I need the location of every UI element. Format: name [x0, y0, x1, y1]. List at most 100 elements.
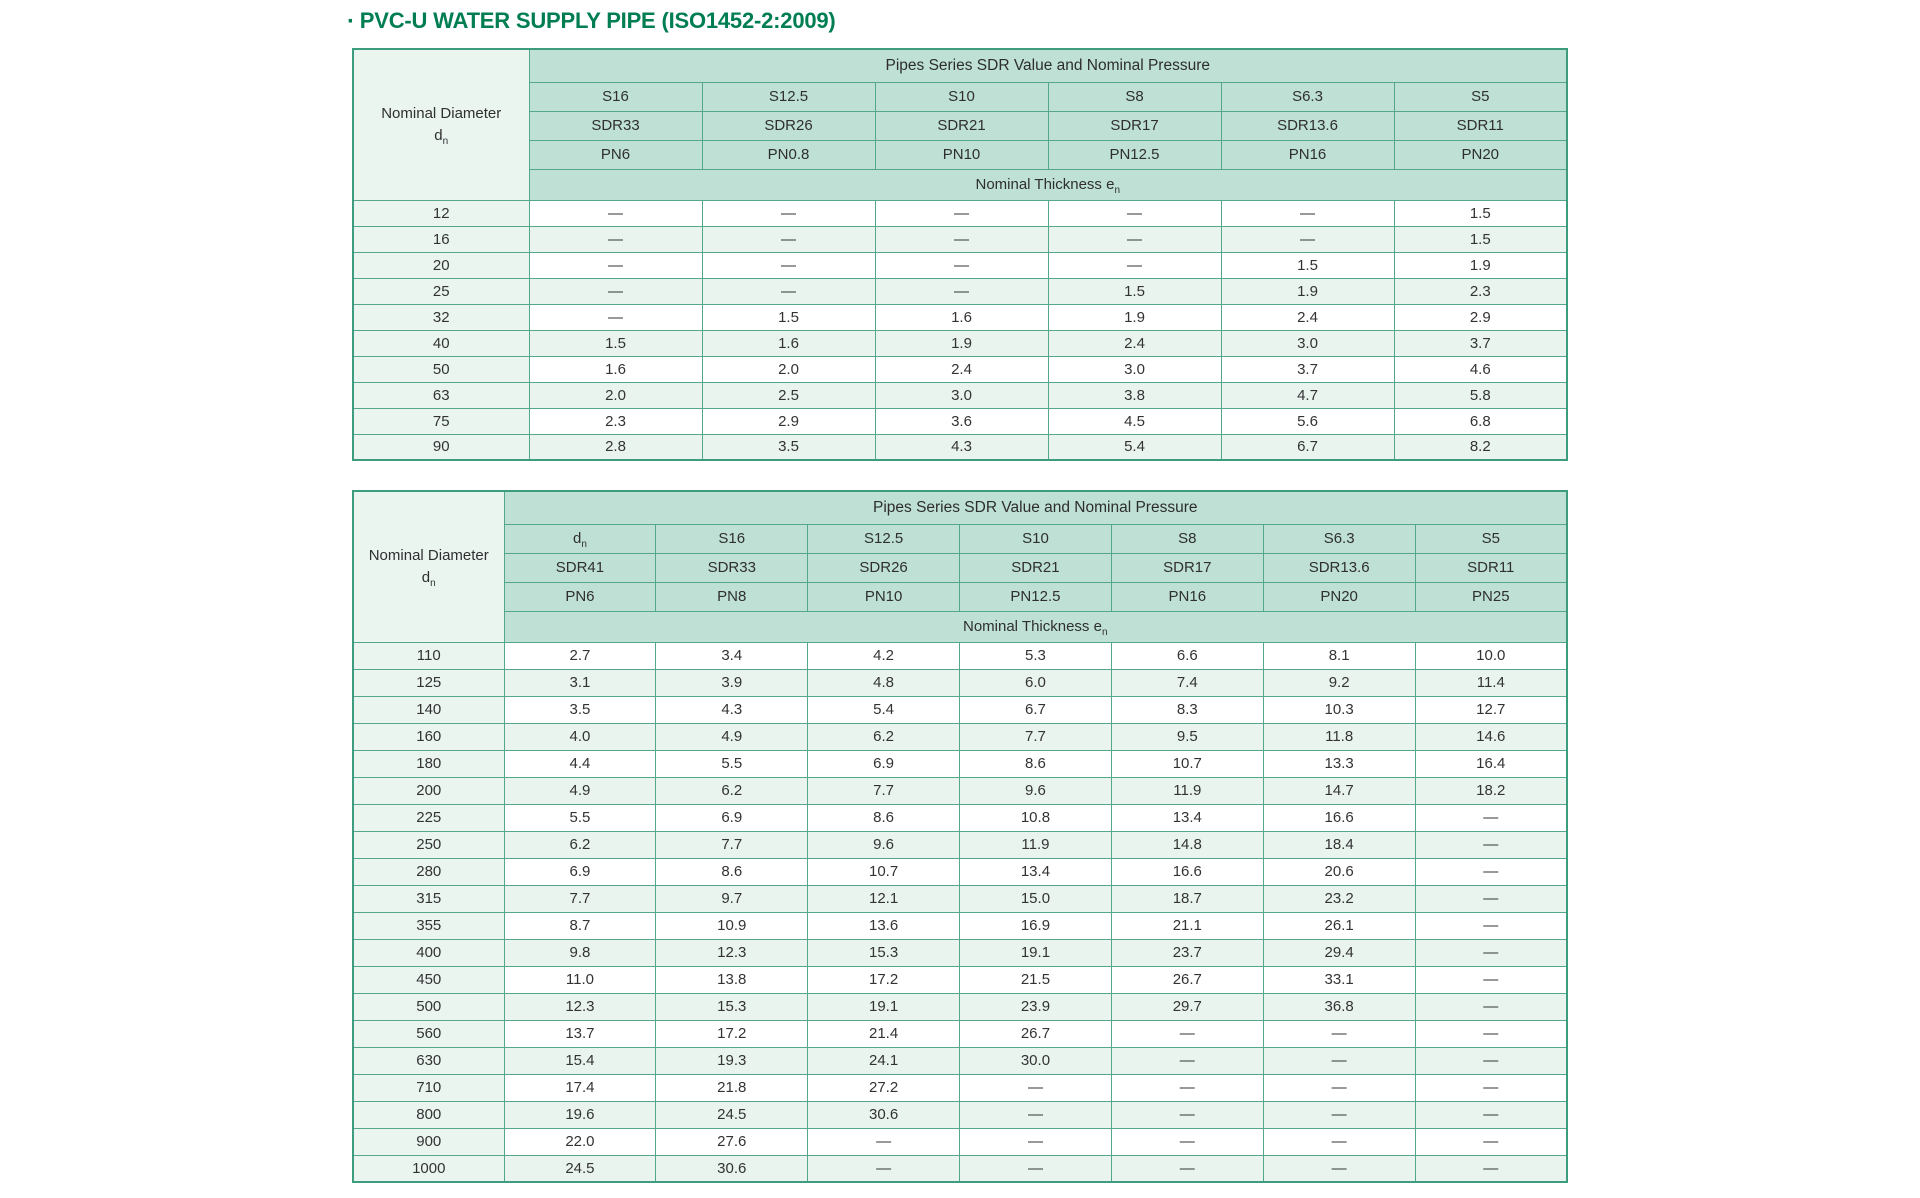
thickness-value-cell: 9.2 — [1262, 668, 1416, 697]
nominal-diameter-cell: 160 — [352, 722, 505, 751]
thickness-value-cell: — — [1110, 1019, 1264, 1048]
thickness-value-cell: — — [874, 251, 1049, 279]
thickness-value-cell: 12.3 — [655, 938, 809, 967]
thickness-value-cell: — — [874, 277, 1049, 305]
nominal-diameter-cell: 900 — [352, 1127, 505, 1156]
thickness-value-cell: 17.4 — [503, 1073, 657, 1102]
nominal-diameter-cell: 800 — [352, 1100, 505, 1129]
thickness-value-cell: 14.7 — [1262, 776, 1416, 805]
header-cell: dn — [503, 523, 657, 554]
thickness-value-cell: 2.0 — [528, 381, 703, 409]
thickness-value-cell: — — [528, 199, 703, 227]
thickness-value-cell: 10.7 — [1110, 749, 1264, 778]
thickness-value-cell: 2.4 — [1220, 303, 1395, 331]
thickness-value-cell: 26.1 — [1262, 911, 1416, 940]
header-cell: SDR11 — [1393, 110, 1568, 141]
nominal-diameter-cell: 12 — [352, 199, 530, 227]
thickness-value-cell: 3.6 — [874, 407, 1049, 435]
thickness-value-cell: — — [1262, 1046, 1416, 1075]
header-cell: PN6 — [503, 581, 657, 612]
thickness-value-cell: 7.4 — [1110, 668, 1264, 697]
title-bullet-icon: · — [347, 8, 355, 35]
thickness-value-cell: 3.0 — [1220, 329, 1395, 357]
thickness-value-cell: 19.1 — [807, 992, 961, 1021]
thickness-value-cell: 19.1 — [959, 938, 1112, 967]
thickness-value-cell: 8.6 — [959, 749, 1112, 778]
thickness-value-cell: — — [701, 225, 876, 253]
thickness-value-cell: 4.4 — [503, 749, 657, 778]
header-cell: SDR17 — [1110, 552, 1264, 583]
nominal-diameter-cell: 355 — [352, 911, 505, 940]
thickness-value-cell: 16.6 — [1110, 857, 1264, 886]
nominal-diameter-cell: 280 — [352, 857, 505, 886]
thickness-value-cell: — — [1110, 1127, 1264, 1156]
nominal-diameter-cell: 40 — [352, 329, 530, 357]
thickness-value-cell: 2.3 — [1393, 277, 1568, 305]
header-cell: SDR13.6 — [1220, 110, 1395, 141]
corner-label-line2: dn — [434, 126, 449, 147]
thickness-value-cell: — — [701, 199, 876, 227]
thickness-label-cell: Nominal Thickness en — [503, 610, 1568, 643]
thickness-value-cell: 1.5 — [1393, 225, 1568, 253]
table-row: 160 4.0 4.9 6.2 7.7 9.5 11.8 14.6 — [352, 722, 1568, 751]
header-cell: SDR13.6 — [1262, 552, 1416, 583]
thickness-value-cell: 1.9 — [874, 329, 1049, 357]
sdr-row: SDR41 SDR33 SDR26 SDR21 SDR17 SDR13.6 SDR11 — [353, 552, 1568, 583]
header-cell: PN10 — [874, 139, 1049, 170]
thickness-value-cell: 19.3 — [655, 1046, 809, 1075]
thickness-value-cell: 6.7 — [1220, 433, 1395, 461]
thickness-value-cell: 2.4 — [1047, 329, 1222, 357]
thickness-value-cell: 3.1 — [503, 668, 657, 697]
thickness-value-cell: 8.1 — [1262, 641, 1416, 670]
nominal-diameter-cell: 20 — [352, 251, 530, 279]
header-cell: PN20 — [1393, 139, 1568, 170]
table-row: 630 15.4 19.3 24.1 30.0— — — — [352, 1046, 1568, 1075]
thickness-value-cell: — — [1110, 1073, 1264, 1102]
header-band-row: Nominal Diameter dn Pipes Series SDR Value… — [352, 490, 1568, 643]
header-cell: PN12.5 — [959, 581, 1112, 612]
thickness-value-cell: 3.4 — [655, 641, 809, 670]
thickness-value-cell: 13.6 — [807, 911, 961, 940]
thickness-value-cell: 6.2 — [655, 776, 809, 805]
thickness-value-cell: 14.8 — [1110, 830, 1264, 859]
thickness-value-cell: 1.9 — [1393, 251, 1568, 279]
thickness-value-cell: 2.8 — [528, 433, 703, 461]
thickness-value-cell: 24.5 — [503, 1154, 657, 1183]
header-cell: S8 — [1047, 81, 1222, 112]
thickness-value-cell: 3.0 — [1047, 355, 1222, 383]
thickness-value-cell: — — [1414, 884, 1568, 913]
corner-label-line1: Nominal Diameter — [381, 105, 502, 122]
nominal-diameter-cell: 560 — [352, 1019, 505, 1048]
thickness-value-cell: 23.2 — [1262, 884, 1416, 913]
header-cell: PN12.5 — [1047, 139, 1222, 170]
nominal-diameter-cell: 63 — [352, 381, 530, 409]
thickness-value-cell: 15.4 — [503, 1046, 657, 1075]
thickness-value-cell: 10.0 — [1414, 641, 1568, 670]
sdr-row: SDR33 SDR26 SDR21 SDR17 SDR13.6 SDR11 — [353, 110, 1568, 141]
thickness-value-cell: 23.9 — [959, 992, 1112, 1021]
thickness-value-cell: 30.6 — [655, 1154, 809, 1183]
table-row: 20— — — —1.5 1.9 — [352, 251, 1568, 279]
nominal-diameter-cell: 1000 — [352, 1154, 505, 1183]
header-band-row: Nominal Diameter dn Pipes Series SDR Value… — [352, 48, 1568, 201]
band-title-cell: Pipes Series SDR Value and Nominal Press… — [528, 48, 1568, 83]
thickness-value-cell: 8.6 — [655, 857, 809, 886]
thickness-value-cell: 3.5 — [701, 433, 876, 461]
thickness-value-cell: 21.1 — [1110, 911, 1264, 940]
thickness-value-cell: 13.7 — [503, 1019, 657, 1048]
corner-label-line1: Nominal Diameter — [368, 547, 489, 564]
corner-cell: Nominal Diameter dn — [352, 48, 530, 201]
header-cell: S5 — [1414, 523, 1568, 554]
thickness-value-cell: 15.3 — [807, 938, 961, 967]
thickness-value-cell: 18.2 — [1414, 776, 1568, 805]
nominal-diameter-cell: 225 — [352, 803, 505, 832]
nominal-diameter-cell: 32 — [352, 303, 530, 331]
table-row: 280 6.9 8.6 10.7 13.4 16.6 20.6— — [352, 857, 1568, 886]
nominal-diameter-cell: 450 — [352, 965, 505, 994]
thickness-value-cell: 9.6 — [807, 830, 961, 859]
page-title: · PVC-U WATER SUPPLY PIPE (ISO1452-2:2009… — [347, 8, 836, 36]
thickness-value-cell: 6.8 — [1393, 407, 1568, 435]
table-row: 50 1.6 2.0 2.4 3.0 3.7 4.6 — [352, 355, 1568, 383]
thickness-value-cell: 14.6 — [1414, 722, 1568, 751]
thickness-value-cell: — — [1414, 1100, 1568, 1129]
